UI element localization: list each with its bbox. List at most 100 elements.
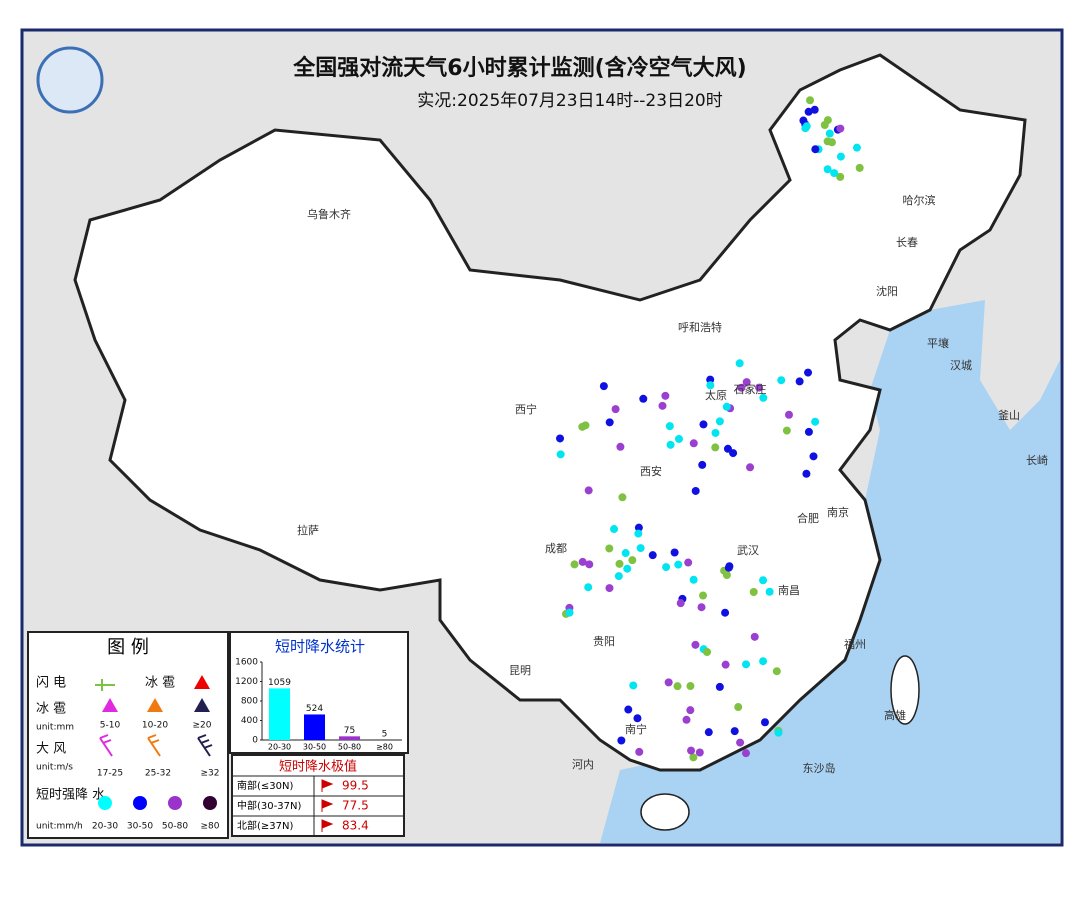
extremes-title: 短时降水极值 [279,759,357,775]
obs-dot [723,571,731,579]
x-tick-label: ≥80 [376,743,393,752]
obs-dot [705,728,713,736]
obs-dot [637,544,645,552]
obs-dot [734,703,742,711]
obs-dot [766,588,774,596]
legend-dot [203,796,217,810]
obs-dot [806,96,814,104]
obs-dot [716,417,724,425]
obs-dot [628,556,636,564]
obs-dot [729,449,737,457]
obs-dot [686,706,694,714]
obs-dot [723,403,731,411]
value-label: 5 [382,729,388,739]
obs-dot [721,609,729,617]
obs-dot [751,633,759,641]
logo [38,48,102,112]
city-label: 平壤 [927,336,949,350]
obs-dot [581,421,589,429]
obs-dot [692,487,700,495]
obs-dot [824,137,832,145]
obs-dot [698,603,706,611]
obs-dot [579,558,587,566]
obs-dot [635,748,643,756]
obs-dot [805,108,813,116]
legend-title: 图 例 [107,637,149,658]
obs-dot [629,681,637,689]
obs-dot [610,525,618,533]
obs-dot [742,749,750,757]
city-label: 乌鲁木齐 [307,207,351,221]
obs-dot [774,729,782,737]
obs-dot [853,144,861,152]
legend-unit: unit:m/s [36,763,73,773]
city-label: 呼和浩特 [678,320,722,334]
obs-dot [699,592,707,600]
obs-dot [750,588,758,596]
obs-dot [824,165,832,173]
obs-dot [634,530,642,538]
value-label: 1059 [268,678,291,688]
city-label: 成都 [545,542,567,555]
obs-dot [623,565,631,573]
obs-dot [622,549,630,557]
legend-label: 大 风 [36,742,66,757]
city-label: 南宁 [625,722,647,736]
obs-dot [759,576,767,584]
obs-dot [667,441,675,449]
legend-unit: unit:mm/h [36,822,83,832]
obs-dot [566,609,574,617]
obs-dot [665,678,673,686]
obs-dot [761,718,769,726]
obs-dot [777,376,785,384]
obs-dot [684,559,692,567]
x-tick-label: 20-30 [268,743,291,752]
legend-box [28,632,228,838]
obs-dot [785,411,793,419]
city-label: 哈尔滨 [903,193,936,207]
legend-item: 5-10 [100,721,121,731]
value-label: 524 [306,704,323,714]
extreme-value: 99.5 [342,779,369,793]
legend-item: ≥80 [201,822,220,832]
y-tick-label: 800 [241,697,258,707]
legend-unit: unit:mm [36,723,74,733]
obs-dot [617,737,625,745]
obs-dot [742,660,750,668]
city-label: 南京 [827,505,849,519]
region-label: 中部(30-37N) [237,799,301,812]
obs-dot [585,486,593,494]
legend-item: 17-25 [97,769,123,779]
obs-dot [633,714,641,722]
title: 全国强对流天气6小时累计监测(含冷空气大风) [292,55,746,81]
legend-item: 50-80 [162,822,188,832]
obs-dot [698,461,706,469]
obs-dot [616,443,624,451]
obs-dot [666,422,674,430]
obs-dot [759,657,767,665]
obs-dot [649,551,657,559]
legend-label: 闪 电 [36,676,66,691]
city-label: 贵阳 [593,635,615,648]
obs-dot [690,439,698,447]
obs-dot [716,683,724,691]
bar [339,736,360,740]
city-label: 河内 [572,757,594,771]
obs-dot [606,418,614,426]
x-tick-label: 50-80 [338,743,361,752]
obs-dot [699,420,707,428]
obs-dot [810,452,818,460]
y-tick-label: 1200 [235,677,258,687]
obs-dot [712,429,720,437]
chart-title: 短时降水统计 [275,638,365,656]
city-label: 西宁 [515,402,537,416]
obs-dot [696,749,704,757]
obs-dot [605,584,613,592]
obs-dot [856,164,864,172]
bar [269,688,290,740]
y-tick-label: 400 [241,716,258,726]
obs-dot [836,125,844,133]
city-label: 南昌 [778,584,800,597]
legend-item: 20-30 [92,822,118,832]
